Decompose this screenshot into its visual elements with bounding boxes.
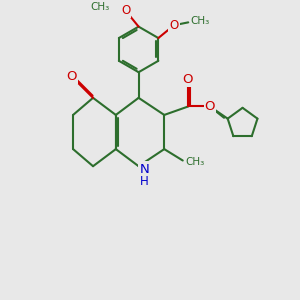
Text: O: O (182, 73, 192, 86)
Text: CH₃: CH₃ (90, 2, 109, 12)
Text: CH₃: CH₃ (190, 16, 210, 26)
Text: CH₃: CH₃ (185, 157, 204, 167)
Text: O: O (66, 70, 77, 83)
Text: O: O (121, 4, 130, 17)
Text: O: O (205, 100, 215, 113)
Text: O: O (169, 19, 178, 32)
Text: N: N (140, 163, 149, 176)
Text: H: H (140, 176, 149, 188)
